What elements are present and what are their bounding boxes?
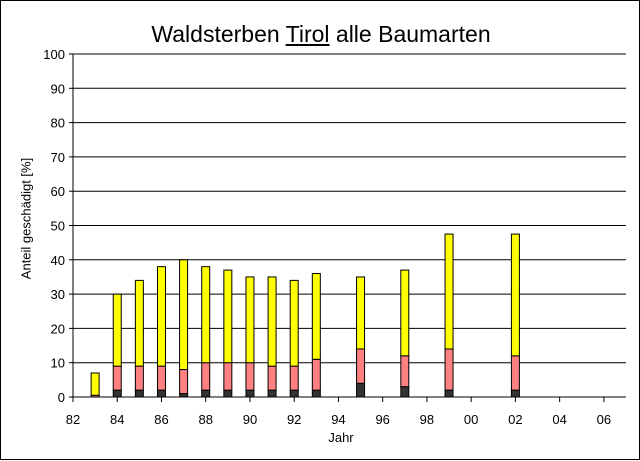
bar-segment [179,369,189,395]
bar-segment [201,389,211,398]
x-tick-label: 96 [375,412,389,427]
bar-segment [112,389,122,398]
bar-segment [510,355,520,391]
bar-segment [223,389,233,398]
bar-segment [267,389,277,398]
x-tick-label: 94 [331,412,345,427]
bar-segment [400,355,410,388]
bar-segment [289,365,299,391]
bar-segment [444,348,454,391]
y-tick-label: 70 [51,150,65,165]
y-tick-label: 50 [51,219,65,234]
x-axis-label: Jahr [328,430,354,445]
y-tick-label: 90 [51,81,65,96]
bar-segment [112,365,122,391]
x-tick-label: 86 [154,412,168,427]
x-tick-label: 84 [110,412,124,427]
bar-segment [267,365,277,391]
bar-segment [311,358,321,391]
bar-segment [510,389,520,398]
x-tick-label: 02 [508,412,522,427]
y-tick-label: 0 [58,390,65,405]
bar-segment [179,259,189,371]
y-tick-label: 60 [51,184,65,199]
bar-segment [90,372,100,396]
bar-segment [179,393,189,398]
title-part: alle Baumarten [329,21,491,47]
y-tick-label: 100 [43,47,65,62]
bar-segment [356,382,366,398]
chart-title: Waldsterben Tirol alle Baumarten [1,21,640,48]
x-tick-label: 98 [420,412,434,427]
bar-segment [400,386,410,398]
bar-segment [245,276,255,364]
bar-segment [134,389,144,398]
bar-segment [311,273,321,360]
bar-segment [245,389,255,398]
y-tick-label: 40 [51,253,65,268]
bar-segment [156,266,166,367]
bar-segment [134,279,144,367]
title-part: Waldsterben [151,21,286,47]
y-tick-label: 20 [51,321,65,336]
bar-segment [201,266,211,364]
x-tick-label: 04 [552,412,566,427]
x-tick-label: 00 [464,412,478,427]
y-tick-label: 30 [51,287,65,302]
bar-segment [156,389,166,398]
bar-segment [289,279,299,367]
bar-segment [289,389,299,398]
bar-segment [267,276,277,367]
bar-segment [134,365,144,391]
bar-segment [400,269,410,357]
bar-segment [223,269,233,364]
bar-segment [356,276,366,350]
title-region: Tirol [285,21,330,47]
bar-segment [444,233,454,350]
bar-segment [510,233,520,357]
bar-segment [311,389,321,398]
bar-segment [223,362,233,391]
y-tick-label: 80 [51,116,65,131]
y-tick-label: 10 [51,356,65,371]
bar-segment [356,348,366,384]
x-tick-label: 92 [287,412,301,427]
bar-segment [112,293,122,367]
bar-segment [444,389,454,398]
x-tick-label: 88 [198,412,212,427]
bar-segment [201,362,211,391]
x-tick-label: 82 [66,412,80,427]
bar-segment [156,365,166,391]
x-tick-label: 90 [243,412,257,427]
bar-segment [245,362,255,391]
x-tick-label: 06 [597,412,611,427]
